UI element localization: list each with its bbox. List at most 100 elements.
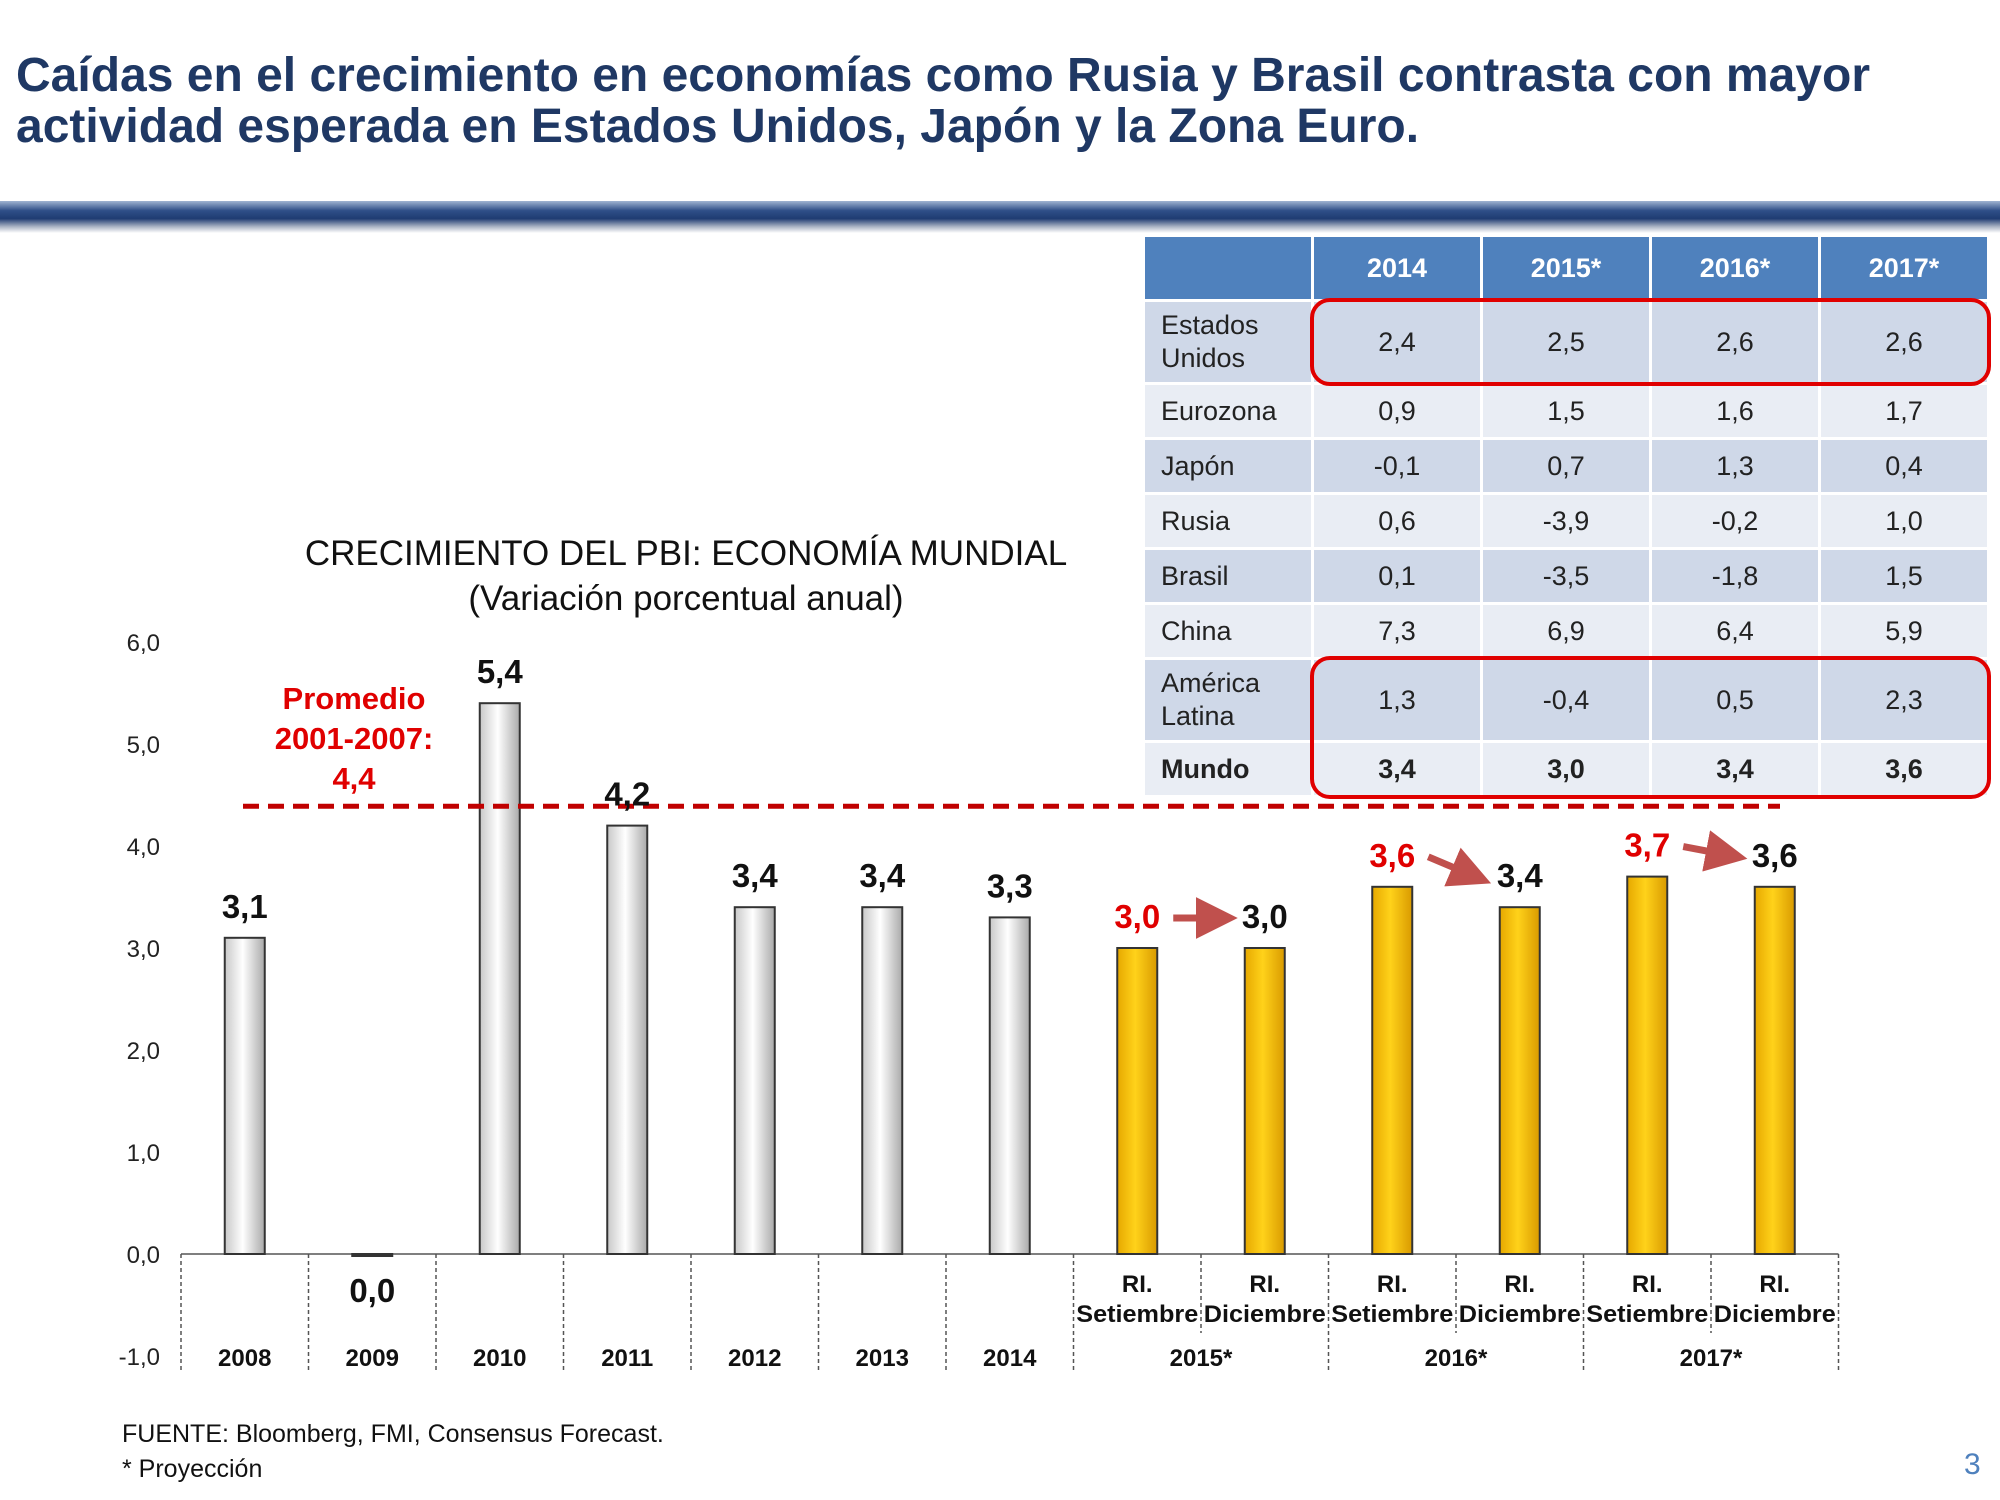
revision-arrows	[1173, 830, 1748, 939]
table-cell: -3,9	[1483, 495, 1649, 547]
x-sublabel: Diciembre	[1204, 1301, 1326, 1328]
footer-note: * Proyección	[122, 1455, 263, 1483]
x-sublabel: RI.	[1504, 1271, 1535, 1298]
x-axis: RI. Setiembre RI. Diciembre RI. Setiembre RI. D…	[180, 1253, 1840, 1372]
bar-2013	[861, 906, 904, 1255]
table-cell: 2,4	[1314, 302, 1480, 382]
bar-2015-diciembre	[1243, 947, 1286, 1255]
table-row-name: China	[1145, 605, 1311, 657]
bar-value-label: 3,6	[1369, 837, 1415, 874]
bar-2008	[223, 936, 266, 1255]
x-sublabel: RI.	[1377, 1271, 1408, 1298]
table-cell: -0,2	[1652, 495, 1818, 547]
table-row-name-line: Japón	[1161, 450, 1235, 481]
table-row-name: Rusia	[1145, 495, 1311, 547]
table-cell: 1,3	[1652, 440, 1818, 492]
table-cell: -3,5	[1483, 550, 1649, 602]
x-sublabel: Diciembre	[1459, 1301, 1581, 1328]
table-row-name: Japón	[1145, 440, 1311, 492]
table-row: China 7,3 6,9 6,4 5,9	[1145, 605, 1987, 657]
table-row: Brasil 0,1 -3,5 -1,8 1,5	[1145, 550, 1987, 602]
chart-title: CRECIMIENTO DEL PBI: ECONOMÍA MUNDIAL	[305, 534, 1067, 573]
x-sublabel: RI.	[1632, 1271, 1663, 1298]
table-cell: 1,3	[1314, 660, 1480, 740]
table-cell: 6,9	[1483, 605, 1649, 657]
table-cell: 5,9	[1821, 605, 1987, 657]
table-header-cell: 2017*	[1821, 237, 1987, 299]
bar-2017-diciembre	[1753, 885, 1796, 1255]
bar-value-label: 4,2	[604, 776, 650, 813]
x-sublabel: RI.	[1249, 1271, 1280, 1298]
revision-arrow	[1682, 830, 1748, 872]
table-row-name: Estados Unidos	[1145, 302, 1311, 382]
y-tick-label: 1,0	[127, 1140, 160, 1167]
slide-title: Caídas en el crecimiento en economías co…	[16, 49, 1870, 153]
x-category-label: 2013	[856, 1345, 909, 1372]
table-cell: 2,5	[1483, 302, 1649, 382]
table-row-name-line: América	[1161, 668, 1261, 698]
table-cell: 3,0	[1483, 743, 1649, 795]
table-cell: 3,4	[1314, 743, 1480, 795]
bar-value-label: 5,4	[477, 653, 524, 690]
table-cell: 6,4	[1652, 605, 1818, 657]
average-label: 4,4	[332, 761, 376, 796]
highlight-box-estados-unidos	[1310, 298, 1991, 386]
bar-2016-diciembre	[1498, 906, 1541, 1255]
x-category-label: 2017*	[1680, 1345, 1743, 1372]
highlight-box-latam-mundo	[1310, 656, 1991, 799]
table-cell: 2,6	[1821, 302, 1987, 382]
table-row-name-line: Eurozona	[1161, 395, 1277, 426]
average-label: Promedio	[283, 681, 426, 716]
bar-2009	[351, 1253, 394, 1257]
x-sublabel: Setiembre	[1076, 1301, 1198, 1328]
bar-value-label: 3,4	[732, 857, 779, 894]
chart-subtitle: (Variación porcentual anual)	[468, 579, 903, 618]
bar-2015-setiembre	[1116, 947, 1159, 1255]
table-row: Japón -0,1 0,7 1,3 0,4	[1145, 440, 1987, 492]
y-tick-label: -1,0	[119, 1344, 160, 1371]
table-cell: 0,6	[1314, 495, 1480, 547]
bar-value-label: 3,7	[1624, 827, 1670, 864]
table-cell: 3,6	[1821, 743, 1987, 795]
bar-2011	[606, 824, 649, 1255]
table-row-name-line: Rusia	[1161, 505, 1231, 536]
table-row-name-line: Brasil	[1161, 560, 1229, 591]
bar-value-label: 3,0	[1242, 898, 1288, 935]
x-sublabel: RI.	[1759, 1271, 1790, 1298]
table-row-name-line: Mundo	[1161, 753, 1250, 784]
average-label: 2001-2007:	[275, 721, 434, 756]
page-number: 3	[1964, 1448, 1981, 1481]
table-cell: 0,7	[1483, 440, 1649, 492]
table-header-cell: 2015*	[1483, 237, 1649, 299]
table-cell: 0,5	[1652, 660, 1818, 740]
table-row: Eurozona 0,9 1,5 1,6 1,7	[1145, 385, 1987, 437]
x-sublabel: Diciembre	[1714, 1301, 1836, 1328]
x-category-label: 2008	[218, 1345, 271, 1372]
x-category-label: 2010	[473, 1345, 526, 1372]
table-row: Estados Unidos 2,4 2,5 2,6 2,6	[1145, 302, 1987, 382]
bar-2017-setiembre	[1626, 875, 1669, 1255]
table-cell: 0,9	[1314, 385, 1480, 437]
table-row: Rusia 0,6 -3,9 -0,2 1,0	[1145, 495, 1987, 547]
bars-group	[223, 702, 1796, 1257]
table-row-name-line: China	[1161, 615, 1232, 646]
y-tick-label: 3,0	[127, 936, 160, 963]
x-category-label: 2012	[728, 1345, 781, 1372]
title-divider-band	[0, 201, 2000, 233]
bar-value-label: 3,4	[859, 857, 906, 894]
y-tick-label: 5,0	[127, 732, 160, 759]
table-cell: 1,0	[1821, 495, 1987, 547]
x-sublabel: RI.	[1122, 1271, 1153, 1298]
x-sublabel: Setiembre	[1586, 1301, 1708, 1328]
bar-value-label: 3,6	[1752, 837, 1798, 874]
table-row-name: Eurozona	[1145, 385, 1311, 437]
x-category-label: 2009	[346, 1345, 399, 1372]
table-row: Mundo 3,4 3,0 3,4 3,6	[1145, 743, 1987, 795]
bar-value-label: 3,0	[1114, 898, 1160, 935]
table-cell: 7,3	[1314, 605, 1480, 657]
reference-average-line: Promedio 2001-2007: 4,4	[243, 681, 1780, 809]
table-row-name: América Latina	[1145, 660, 1311, 740]
y-axis-labels: 6,0 5,0 4,0 3,0 2,0 1,0 0,0 -1,0	[119, 630, 160, 1371]
bar-value-labels: 3,1 0,0 5,4 4,2 3,4 3,4 3,3 3,0 3,0 3,6 3,4 3,7 3,6	[222, 653, 1798, 1309]
